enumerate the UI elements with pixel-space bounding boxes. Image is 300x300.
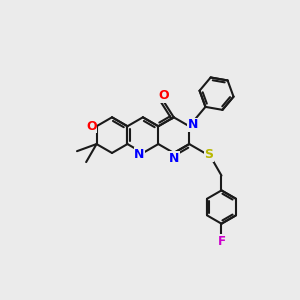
Text: N: N xyxy=(134,148,145,161)
Text: S: S xyxy=(204,148,213,161)
Text: O: O xyxy=(86,120,97,133)
Text: O: O xyxy=(158,89,169,102)
Text: N: N xyxy=(188,118,198,131)
Text: N: N xyxy=(169,152,179,165)
Text: F: F xyxy=(218,235,226,248)
